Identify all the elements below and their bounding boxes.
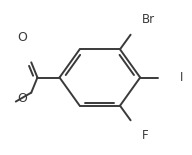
Text: O: O bbox=[17, 31, 27, 44]
Text: F: F bbox=[142, 129, 149, 142]
Text: O: O bbox=[17, 92, 27, 105]
Text: Br: Br bbox=[142, 13, 155, 26]
Text: I: I bbox=[180, 71, 183, 84]
